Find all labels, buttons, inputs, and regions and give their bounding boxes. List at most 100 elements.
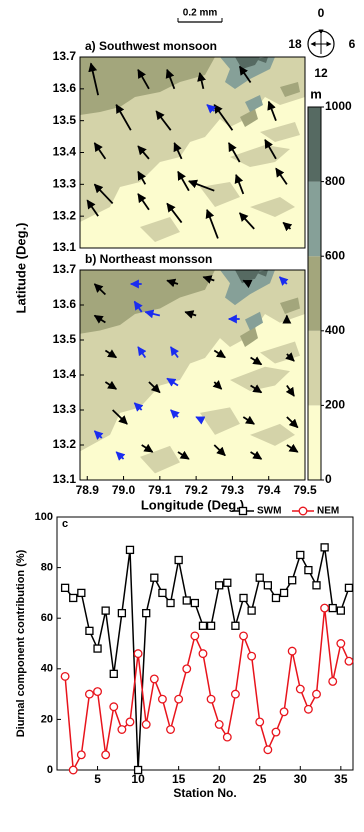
point <box>240 632 248 640</box>
point <box>321 544 328 551</box>
point <box>329 678 337 686</box>
plot-frame <box>57 517 353 770</box>
maps <box>80 57 305 480</box>
point <box>256 718 264 726</box>
point <box>175 695 183 703</box>
y-tick-label: 13.6 <box>53 81 77 95</box>
y-tick-label: 20 <box>41 713 53 725</box>
point <box>191 632 199 640</box>
y-tick-label: 13.6 <box>53 297 77 311</box>
point <box>281 589 288 596</box>
panel-title: b) Northeast monsson <box>85 252 212 266</box>
point <box>321 604 329 612</box>
point <box>199 622 206 629</box>
point <box>199 650 207 658</box>
point <box>94 645 101 652</box>
point <box>151 574 158 581</box>
point <box>297 551 304 558</box>
point <box>345 657 353 665</box>
colorbar-band <box>308 256 321 331</box>
point <box>102 607 109 614</box>
point <box>272 728 280 736</box>
y-tick-label: 13.5 <box>53 332 77 346</box>
y-tick-label: 13.4 <box>53 145 77 159</box>
point <box>329 605 336 612</box>
scale-label: 0.2 mm <box>183 8 218 19</box>
point <box>167 600 174 607</box>
x-tick-label: 25 <box>253 772 267 786</box>
point <box>142 721 150 729</box>
x-tick-label: 20 <box>213 772 227 786</box>
y-tick-label: 100 <box>35 511 53 523</box>
y-tick-label: 0 <box>47 764 53 776</box>
y-axis-label: Diurnal component contribution (%) <box>15 549 27 737</box>
point <box>69 766 77 774</box>
point <box>134 650 142 658</box>
point <box>207 695 215 703</box>
y-tick-label: 40 <box>41 663 53 675</box>
x-tick-label: 30 <box>294 772 308 786</box>
point <box>337 640 345 648</box>
point <box>183 597 190 604</box>
point <box>305 567 312 574</box>
point <box>126 546 133 553</box>
x-tick-label: 79.2 <box>184 483 208 497</box>
point <box>289 577 296 584</box>
point <box>345 584 352 591</box>
colorbar-tick-label: 600 <box>325 248 345 262</box>
y-tick-label: 13.2 <box>53 437 77 451</box>
point <box>86 690 94 698</box>
y-tick-label: 13.4 <box>53 367 77 381</box>
series-line <box>65 547 349 770</box>
legend-label: NEM <box>317 506 339 517</box>
y-tick-label: 13.3 <box>53 402 77 416</box>
colorbar-unit: m <box>310 86 322 101</box>
x-tick-label: 79.4 <box>257 483 281 497</box>
compass-label: 18 <box>288 37 302 51</box>
point <box>191 600 198 607</box>
point <box>78 589 85 596</box>
x-tick-label: 78.9 <box>76 483 100 497</box>
point <box>313 690 321 698</box>
legend-label: SWM <box>257 506 281 517</box>
point <box>102 751 110 759</box>
point <box>167 726 175 734</box>
point <box>337 607 344 614</box>
point <box>175 557 182 564</box>
point <box>232 690 240 698</box>
colorbar-band <box>308 107 321 182</box>
terrain <box>80 270 305 480</box>
point <box>126 718 134 726</box>
point <box>224 579 231 586</box>
series-line <box>65 608 349 770</box>
x-tick-label: 35 <box>334 772 348 786</box>
point <box>272 594 279 601</box>
y-tick-label: 13.7 <box>53 262 77 276</box>
compass-label: 0 <box>318 6 325 20</box>
y-tick-label: 13.2 <box>53 208 77 222</box>
x-tick-label: 79.5 <box>293 483 317 497</box>
point <box>215 721 223 729</box>
point <box>143 610 150 617</box>
point <box>110 703 118 711</box>
x-axis-label: Longitude (Deg.) <box>141 497 244 512</box>
y-tick-label: 13.1 <box>53 472 77 486</box>
point <box>151 675 159 683</box>
point <box>78 751 86 759</box>
y-tick-label: 13.1 <box>53 240 77 254</box>
colorbar-tick-label: 0 <box>325 472 332 486</box>
panel-title: a) Southwest monsoon <box>85 39 217 53</box>
panel-title: c <box>62 518 68 530</box>
colorbar-band <box>308 182 321 257</box>
point <box>159 695 167 703</box>
y-tick-label: 13.7 <box>53 49 77 63</box>
point <box>110 670 117 677</box>
x-tick-label: 79.1 <box>148 483 172 497</box>
point <box>62 584 69 591</box>
x-tick-label: 5 <box>94 772 101 786</box>
point <box>288 647 296 655</box>
point <box>118 610 125 617</box>
point <box>248 607 255 614</box>
y-tick-label: 80 <box>41 562 53 574</box>
x-tick-label: 79.3 <box>221 483 245 497</box>
